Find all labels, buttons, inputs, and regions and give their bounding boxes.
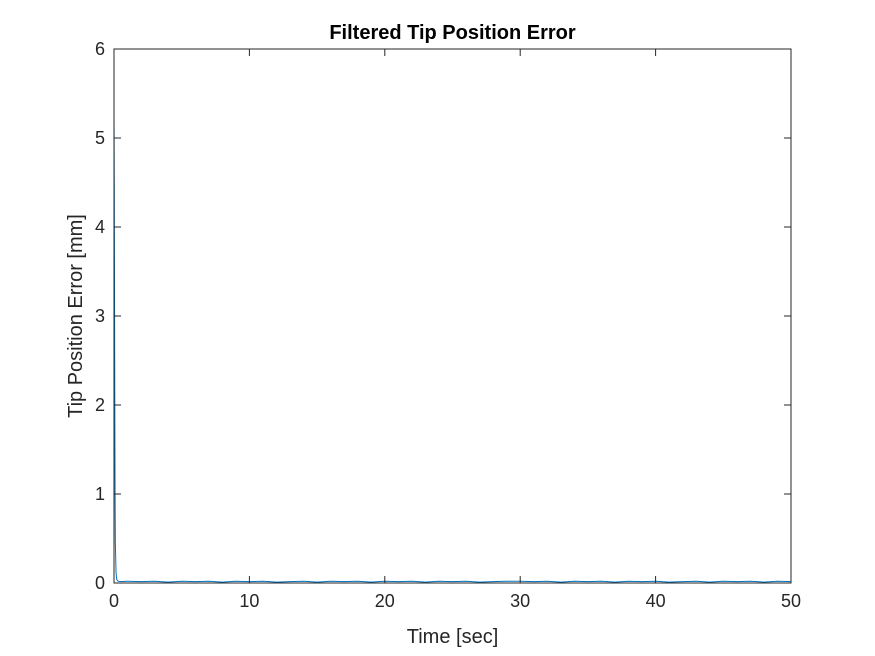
ticks-layer: 0 10 20 30 40 50 0 1 2 3 4 5 6 xyxy=(95,39,801,611)
y-tick-label: 1 xyxy=(95,484,105,504)
y-axis-label: Tip Position Error [mm] xyxy=(65,214,87,418)
series-layer xyxy=(113,111,792,583)
y-tick-label: 3 xyxy=(95,306,105,326)
y-tick-label: 0 xyxy=(95,573,105,593)
x-axis-label: Time [sec] xyxy=(407,626,499,648)
chart-title: Filtered Tip Position Error xyxy=(329,22,576,44)
plot-area xyxy=(114,49,791,583)
x-tick-label: 40 xyxy=(646,591,666,611)
x-tick-label: 30 xyxy=(510,591,530,611)
x-tick-label: 50 xyxy=(781,591,801,611)
y-tick-label: 6 xyxy=(95,39,105,59)
y-tick-label: 4 xyxy=(95,217,105,237)
series-line-0 xyxy=(113,111,792,583)
y-tick-label: 2 xyxy=(95,395,105,415)
y-tick-label: 5 xyxy=(95,128,105,148)
x-tick-label: 20 xyxy=(375,591,395,611)
x-tick-label: 10 xyxy=(239,591,259,611)
x-tick-label: 0 xyxy=(109,591,119,611)
